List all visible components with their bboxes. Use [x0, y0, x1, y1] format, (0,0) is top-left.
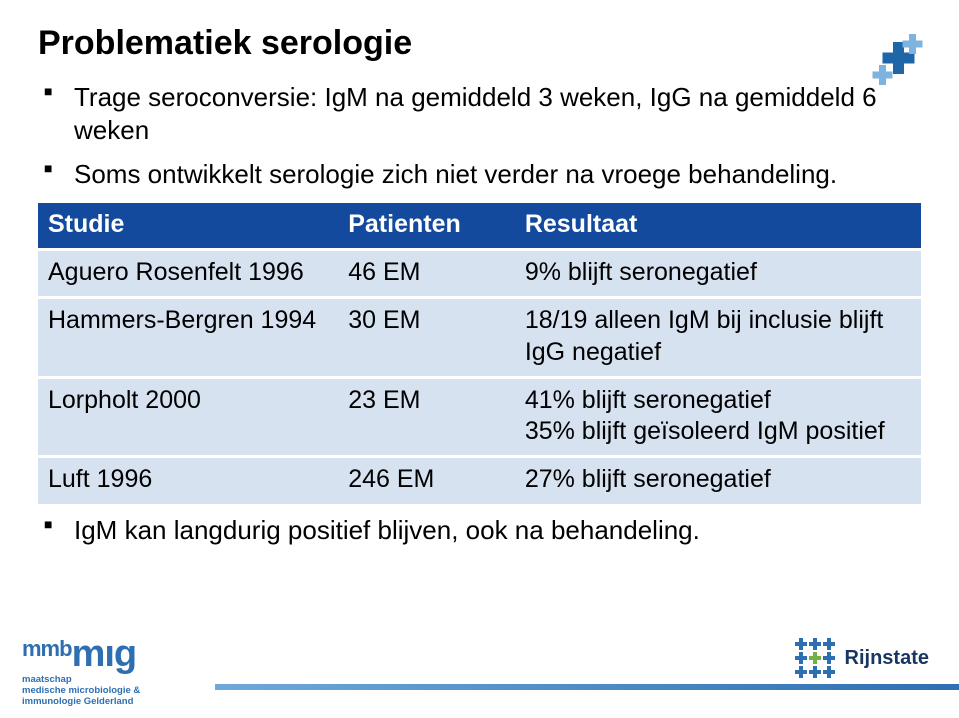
rijnstate-text: Rijnstate — [845, 647, 929, 670]
cell: Hammers-Bergren 1994 — [38, 298, 338, 378]
col-header: Studie — [38, 203, 338, 250]
slide: Problematiek serologie Trage seroconvers… — [0, 0, 959, 718]
mig-wordmark: mmbmıg — [22, 635, 212, 673]
cell: 23 EM — [338, 377, 515, 457]
table-row: Lorpholt 2000 23 EM 41% blijft seronegat… — [38, 377, 921, 457]
col-header: Patienten — [338, 203, 515, 250]
mig-tagline: maatschap medische microbiologie & immun… — [22, 675, 212, 708]
table-row: Aguero Rosenfelt 1996 46 EM 9% blijft se… — [38, 250, 921, 298]
col-header: Resultaat — [515, 203, 921, 250]
footer-stripe — [215, 684, 959, 690]
table-header-row: Studie Patienten Resultaat — [38, 203, 921, 250]
bullet-list-top: Trage seroconversie: IgM na gemiddeld 3 … — [38, 81, 921, 191]
list-item: IgM kan langdurig positief blijven, ook … — [74, 514, 921, 547]
cell: Luft 1996 — [38, 457, 338, 504]
cell: 27% blijft seronegatief — [515, 457, 921, 504]
cell: Lorpholt 2000 — [38, 377, 338, 457]
mig-logo: mmbmıg maatschap medische microbiologie … — [22, 635, 212, 708]
cell: 9% blijft seronegatief — [515, 250, 921, 298]
rijnstate-logo: Rijnstate — [795, 638, 929, 678]
table-row: Hammers-Bergren 1994 30 EM 18/19 alleen … — [38, 298, 921, 378]
page-title: Problematiek serologie — [38, 24, 921, 63]
bullet-list-bottom: IgM kan langdurig positief blijven, ook … — [38, 514, 921, 547]
cell: 46 EM — [338, 250, 515, 298]
cell: Aguero Rosenfelt 1996 — [38, 250, 338, 298]
cell: 246 EM — [338, 457, 515, 504]
plus-grid-icon — [795, 638, 835, 678]
cell: 41% blijft seronegatief 35% blijft geïso… — [515, 377, 921, 457]
mig-prefix: mmb — [22, 636, 72, 661]
cell: 30 EM — [338, 298, 515, 378]
mig-main: mıg — [72, 633, 137, 675]
footer-logos: mmbmıg maatschap medische microbiologie … — [0, 608, 959, 718]
list-item: Trage seroconversie: IgM na gemiddeld 3 … — [74, 81, 921, 148]
mig-tag-line: immunologie Gelderland — [22, 697, 212, 708]
study-table: Studie Patienten Resultaat Aguero Rosenf… — [38, 203, 921, 504]
table-row: Luft 1996 246 EM 27% blijft seronegatief — [38, 457, 921, 504]
list-item: Soms ontwikkelt serologie zich niet verd… — [74, 158, 921, 191]
cell: 18/19 alleen IgM bij inclusie blijft IgG… — [515, 298, 921, 378]
